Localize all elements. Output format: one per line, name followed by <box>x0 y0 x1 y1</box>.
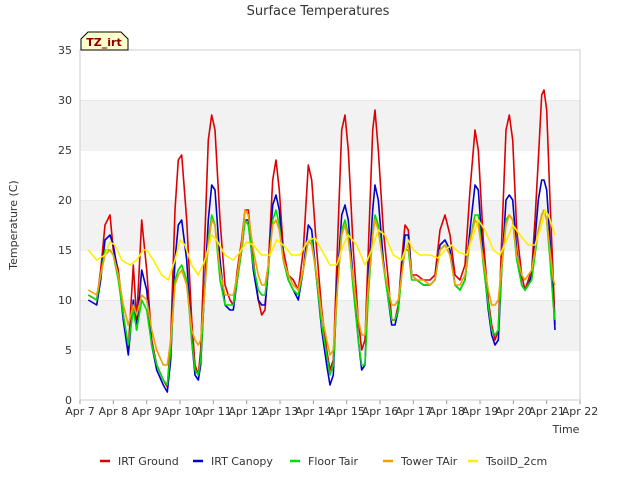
legend-label-floor-tair: Floor Tair <box>308 455 359 468</box>
y-axis-label: Temperature (C) <box>7 180 20 270</box>
site-badge: TZ_irt <box>80 31 129 51</box>
y-axis-ticks: 0 5 10 15 20 25 30 35 <box>58 44 72 407</box>
x-tick-label: Apr 13 <box>262 405 299 418</box>
x-tick-label: Apr 20 <box>495 405 532 418</box>
grid-band <box>80 150 580 200</box>
series-line-irt-canopy <box>87 179 556 393</box>
x-tick-label: Apr 9 <box>132 405 162 418</box>
legend: IRT Ground IRT Canopy Floor Tair Tower TAir… <box>100 455 547 468</box>
x-tick-label: Apr 15 <box>328 405 365 418</box>
series-line-floor-tair <box>87 209 556 386</box>
x-tick-label: Apr 18 <box>428 405 465 418</box>
y-tick-label: 15 <box>58 244 72 257</box>
y-tick-label: 20 <box>58 194 72 207</box>
x-tick-label: Apr 11 <box>195 405 232 418</box>
y-tick-label: 0 <box>65 394 72 407</box>
plot-background-bands <box>80 49 580 400</box>
y-tick-label: 30 <box>58 94 72 107</box>
series-lines <box>87 89 556 393</box>
chart-title: Surface Temperatures <box>247 4 390 19</box>
y-tick-label: 5 <box>65 344 72 357</box>
grid-band <box>80 100 580 150</box>
site-badge-shape <box>80 31 129 51</box>
legend-label-irt-ground: IRT Ground <box>118 455 179 468</box>
x-tick-label: Apr 14 <box>295 405 332 418</box>
y-tick-label: 35 <box>58 44 72 57</box>
x-tick-label: Apr 10 <box>162 405 199 418</box>
x-tick-label: Apr 8 <box>99 405 129 418</box>
x-tick-label: Apr 16 <box>362 405 399 418</box>
legend-label-irt-canopy: IRT Canopy <box>211 455 273 468</box>
y-tick-label: 10 <box>58 294 72 307</box>
x-tick-label: Apr 7 <box>65 405 95 418</box>
plot-frame <box>79 49 581 401</box>
x-tick-label: Apr 12 <box>228 405 265 418</box>
grid-band <box>80 250 580 300</box>
grid-band <box>80 200 580 250</box>
legend-label-tsoild-2cm: TsoilD_2cm <box>485 455 547 468</box>
site-badge-label: TZ_irt <box>86 36 121 49</box>
x-tick-label: Apr 17 <box>395 405 432 418</box>
series-line-tower-tair <box>87 209 556 366</box>
x-tick-label: Apr 22 <box>562 405 599 418</box>
legend-label-tower-tair: Tower TAir <box>400 455 458 468</box>
x-tick-label: Apr 19 <box>462 405 499 418</box>
grid-band <box>80 50 580 100</box>
series-line-irt-ground <box>87 89 556 388</box>
x-tick-label: Apr 21 <box>528 405 565 418</box>
x-axis-label: Time <box>552 423 580 436</box>
y-tick-label: 25 <box>58 144 72 157</box>
series-line-tsoild-2cm <box>87 209 556 281</box>
